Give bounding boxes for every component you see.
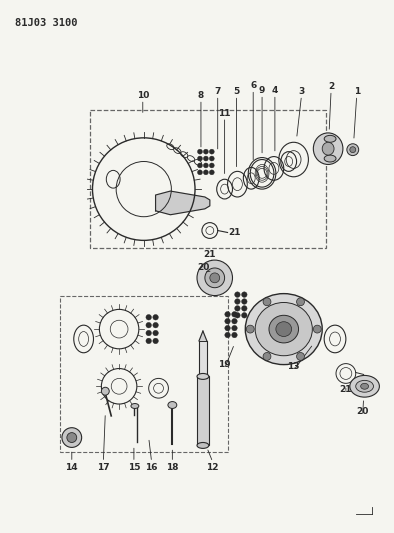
Circle shape <box>297 298 305 306</box>
Text: 6: 6 <box>250 81 256 90</box>
Circle shape <box>209 170 214 175</box>
Circle shape <box>263 298 271 306</box>
Circle shape <box>263 352 271 360</box>
Circle shape <box>225 312 230 317</box>
Circle shape <box>232 312 237 317</box>
Ellipse shape <box>168 401 177 408</box>
Ellipse shape <box>197 442 209 448</box>
Circle shape <box>232 325 237 331</box>
Circle shape <box>146 338 151 344</box>
Circle shape <box>225 332 230 338</box>
Text: 9: 9 <box>259 86 265 95</box>
Text: 19: 19 <box>218 360 231 369</box>
Ellipse shape <box>131 403 139 408</box>
Ellipse shape <box>350 375 379 397</box>
Ellipse shape <box>197 374 209 379</box>
Ellipse shape <box>245 294 322 365</box>
Circle shape <box>297 352 305 360</box>
Text: 16: 16 <box>145 463 158 472</box>
Text: 7: 7 <box>214 87 221 96</box>
Ellipse shape <box>313 133 343 165</box>
Text: 21: 21 <box>228 228 241 237</box>
Circle shape <box>197 149 203 154</box>
Circle shape <box>242 298 247 304</box>
Circle shape <box>347 144 359 156</box>
Text: 8: 8 <box>198 91 204 100</box>
Circle shape <box>232 332 237 338</box>
Circle shape <box>62 427 82 447</box>
Circle shape <box>197 156 203 161</box>
Ellipse shape <box>276 322 292 336</box>
Text: 17: 17 <box>97 463 110 472</box>
Text: 2: 2 <box>328 82 334 91</box>
Circle shape <box>146 330 151 336</box>
Polygon shape <box>156 191 210 215</box>
Text: 21: 21 <box>340 385 352 394</box>
Circle shape <box>232 318 237 324</box>
Circle shape <box>146 314 151 320</box>
Circle shape <box>313 325 321 333</box>
Text: 20: 20 <box>198 263 210 272</box>
Ellipse shape <box>322 142 334 155</box>
Ellipse shape <box>356 381 374 392</box>
Circle shape <box>197 163 203 168</box>
Circle shape <box>197 170 203 175</box>
Bar <box>197 376 209 446</box>
Text: 10: 10 <box>137 91 149 100</box>
Circle shape <box>205 268 225 288</box>
Circle shape <box>242 312 247 318</box>
Circle shape <box>197 260 232 296</box>
Circle shape <box>203 149 208 154</box>
Circle shape <box>67 433 77 442</box>
Text: 3: 3 <box>298 87 305 96</box>
Circle shape <box>203 156 208 161</box>
Circle shape <box>242 292 247 297</box>
Circle shape <box>242 305 247 311</box>
Circle shape <box>153 330 158 336</box>
Circle shape <box>235 305 240 311</box>
Text: 20: 20 <box>357 407 369 416</box>
Text: 1: 1 <box>353 87 360 96</box>
Ellipse shape <box>324 155 336 162</box>
Polygon shape <box>199 331 207 341</box>
Circle shape <box>203 170 208 175</box>
Text: 21: 21 <box>204 249 216 259</box>
Text: 15: 15 <box>128 463 140 472</box>
Text: 14: 14 <box>65 463 78 472</box>
Circle shape <box>210 273 220 283</box>
Circle shape <box>209 156 214 161</box>
Ellipse shape <box>269 316 299 343</box>
Circle shape <box>209 149 214 154</box>
Circle shape <box>146 322 151 328</box>
Text: 13: 13 <box>287 362 300 371</box>
Text: 4: 4 <box>272 86 278 95</box>
Ellipse shape <box>255 303 312 356</box>
Circle shape <box>225 325 230 331</box>
Circle shape <box>153 314 158 320</box>
Ellipse shape <box>361 383 368 389</box>
Circle shape <box>203 163 208 168</box>
Text: 5: 5 <box>233 87 240 96</box>
Circle shape <box>209 163 214 168</box>
Text: 11: 11 <box>218 109 231 118</box>
Circle shape <box>153 338 158 344</box>
Text: 81J03 3100: 81J03 3100 <box>15 18 77 28</box>
Circle shape <box>235 298 240 304</box>
Circle shape <box>246 325 254 333</box>
Circle shape <box>235 292 240 297</box>
Circle shape <box>350 147 356 152</box>
Circle shape <box>225 318 230 324</box>
Text: 12: 12 <box>206 463 219 472</box>
Circle shape <box>235 312 240 318</box>
Circle shape <box>101 387 109 395</box>
Text: 18: 18 <box>166 463 178 472</box>
Bar <box>199 341 207 378</box>
Circle shape <box>153 322 158 328</box>
Ellipse shape <box>324 135 336 142</box>
